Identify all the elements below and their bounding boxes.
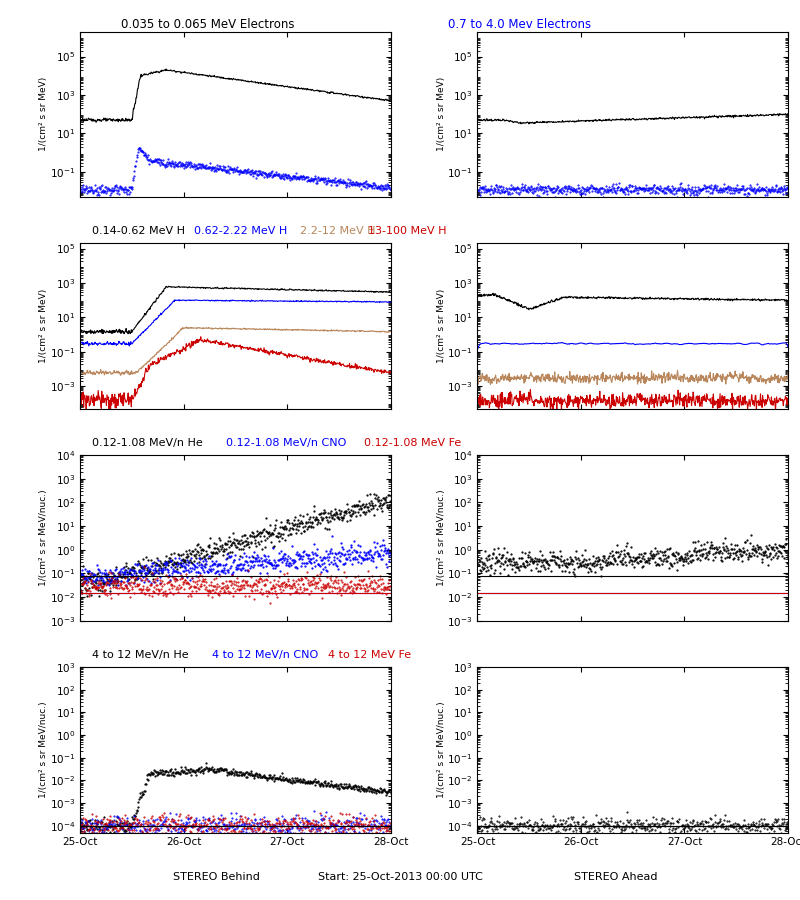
Text: STEREO Behind: STEREO Behind [173, 872, 259, 882]
Text: 0.62-2.22 MeV H: 0.62-2.22 MeV H [194, 226, 288, 237]
Y-axis label: 1/(cm² s sr MeV): 1/(cm² s sr MeV) [39, 77, 48, 151]
Y-axis label: 1/(cm² s sr MeV): 1/(cm² s sr MeV) [39, 289, 48, 364]
Text: Start: 25-Oct-2013 00:00 UTC: Start: 25-Oct-2013 00:00 UTC [318, 872, 482, 882]
Text: 0.12-1.08 MeV/n He: 0.12-1.08 MeV/n He [92, 438, 202, 448]
Y-axis label: 1/(cm² s sr MeV/nuc.): 1/(cm² s sr MeV/nuc.) [437, 701, 446, 798]
Y-axis label: 1/(cm² s sr MeV): 1/(cm² s sr MeV) [437, 77, 446, 151]
Text: 4 to 12 MeV/n He: 4 to 12 MeV/n He [92, 650, 189, 660]
Text: 0.12-1.08 MeV/n CNO: 0.12-1.08 MeV/n CNO [226, 438, 346, 448]
Text: 4 to 12 MeV/n CNO: 4 to 12 MeV/n CNO [212, 650, 318, 660]
Text: 0.7 to 4.0 Mev Electrons: 0.7 to 4.0 Mev Electrons [449, 18, 591, 31]
Text: 4 to 12 MeV Fe: 4 to 12 MeV Fe [328, 650, 411, 660]
Y-axis label: 1/(cm² s sr MeV/nuc.): 1/(cm² s sr MeV/nuc.) [39, 701, 48, 798]
Text: 13-100 MeV H: 13-100 MeV H [368, 226, 446, 237]
Y-axis label: 1/(cm² s sr MeV/nuc.): 1/(cm² s sr MeV/nuc.) [437, 490, 446, 586]
Y-axis label: 1/(cm² s sr MeV): 1/(cm² s sr MeV) [437, 289, 446, 364]
Text: 0.14-0.62 MeV H: 0.14-0.62 MeV H [92, 226, 185, 237]
Text: 0.12-1.08 MeV Fe: 0.12-1.08 MeV Fe [364, 438, 462, 448]
Text: 0.035 to 0.065 MeV Electrons: 0.035 to 0.065 MeV Electrons [122, 18, 294, 31]
Text: 2.2-12 MeV H: 2.2-12 MeV H [300, 226, 375, 237]
Y-axis label: 1/(cm² s sr MeV/nuc.): 1/(cm² s sr MeV/nuc.) [39, 490, 48, 586]
Text: STEREO Ahead: STEREO Ahead [574, 872, 658, 882]
